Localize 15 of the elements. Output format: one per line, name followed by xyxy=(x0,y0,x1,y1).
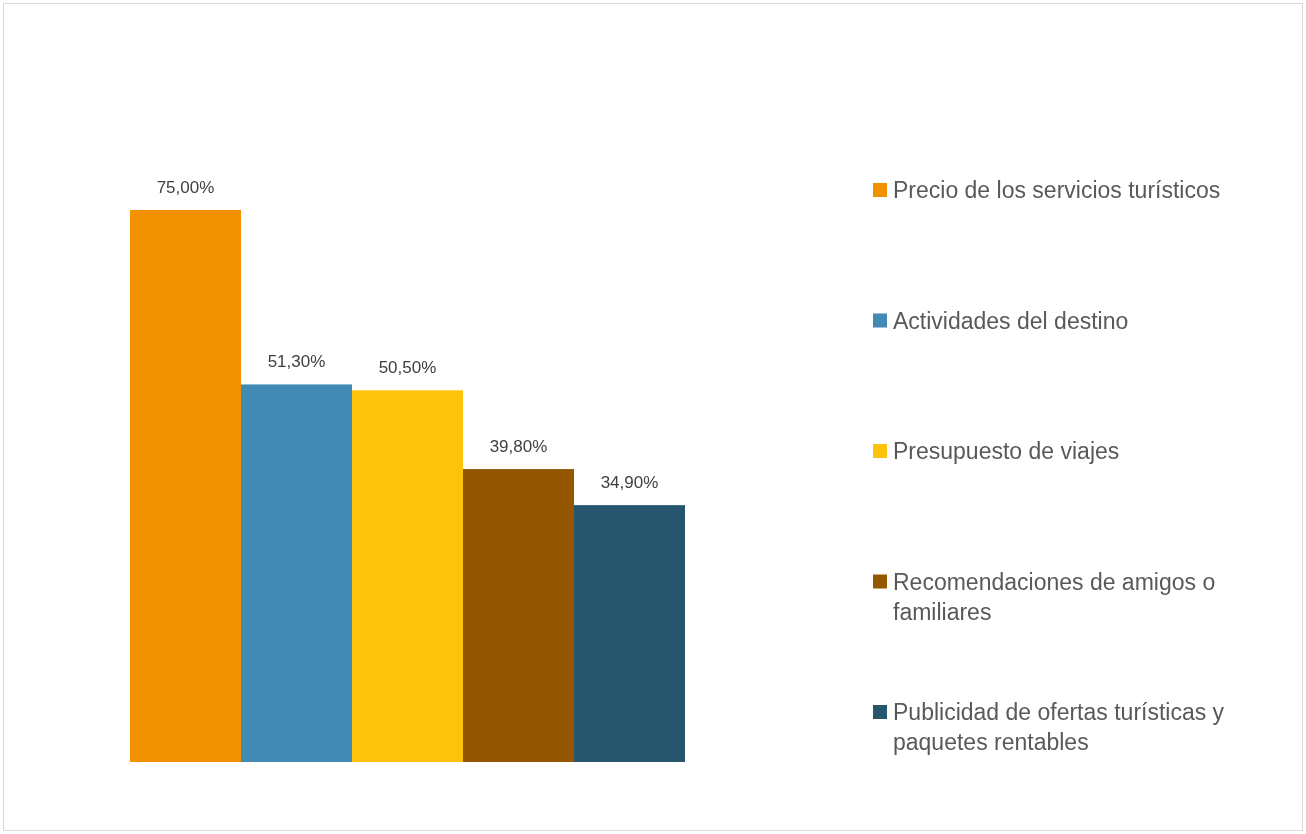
legend-label: Presupuesto de viajes xyxy=(893,438,1120,464)
bar xyxy=(574,505,685,762)
data-label: 39,80% xyxy=(489,437,548,457)
legend-label: Precio de los servicios turísticos xyxy=(893,177,1221,203)
legend-label: Actividades del destino xyxy=(893,307,1129,334)
data-label: 34,90% xyxy=(600,473,659,493)
bar xyxy=(463,469,574,762)
legend-label: Recomendaciones de amigos o familiares xyxy=(893,568,1216,625)
data-label: 51,30% xyxy=(267,352,326,372)
data-label: 75,00% xyxy=(156,178,215,197)
bar xyxy=(130,210,241,762)
legend-label: Publicidad de ofertas turísticas y paquetes rentables xyxy=(893,699,1225,755)
bar xyxy=(241,384,352,762)
bar xyxy=(352,390,463,762)
data-label: 50,50% xyxy=(378,358,437,378)
